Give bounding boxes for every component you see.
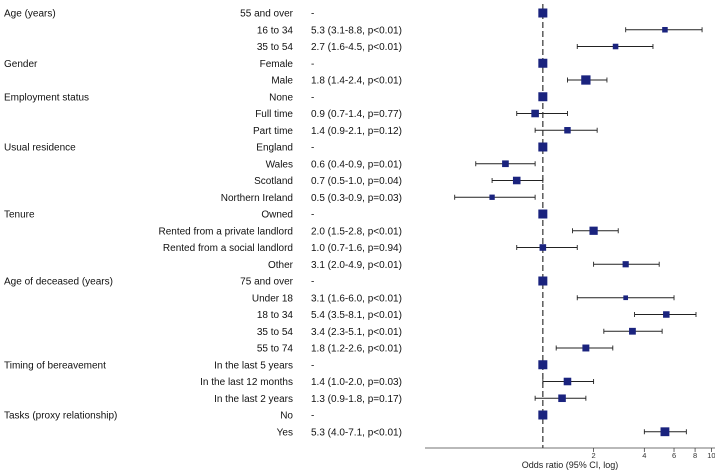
level-label: Other	[268, 260, 294, 271]
estimate-label: 1.4 (1.0-2.0, p=0.03)	[311, 377, 402, 388]
or-marker	[612, 43, 619, 50]
x-tick-label: 8	[693, 451, 697, 460]
estimate-label: -	[311, 59, 314, 70]
reference-marker	[538, 8, 548, 18]
level-label: Rented from a social landlord	[163, 243, 293, 254]
variable-label: Tasks (proxy relationship)	[4, 411, 117, 422]
estimate-label: 0.7 (0.5-1.0, p=0.04)	[311, 176, 402, 187]
estimate-label: 5.3 (4.0-7.1, p<0.01)	[311, 427, 402, 438]
or-marker	[582, 344, 590, 352]
reference-marker	[538, 209, 548, 219]
estimate-label: 3.1 (1.6-6.0, p<0.01)	[311, 293, 402, 304]
or-marker	[662, 26, 668, 33]
variable-label: Age (years)	[4, 9, 56, 20]
level-label: Scotland	[254, 176, 293, 187]
markers-layer	[489, 8, 670, 437]
reference-marker	[538, 58, 548, 68]
reference-marker	[538, 92, 548, 102]
or-marker	[623, 295, 629, 301]
or-marker	[581, 75, 591, 85]
estimate-label: 3.1 (2.0-4.9, p<0.01)	[311, 260, 402, 271]
estimate-label: 0.6 (0.4-0.9, p=0.01)	[311, 159, 402, 170]
reference-marker	[538, 142, 548, 152]
level-label: Wales	[266, 159, 293, 170]
variable-label: Age of deceased (years)	[4, 277, 113, 288]
level-label: Female	[260, 59, 294, 70]
level-label: 55 and over	[240, 9, 293, 20]
or-marker	[564, 127, 571, 134]
level-label: 35 to 54	[257, 327, 294, 338]
or-marker	[539, 244, 547, 251]
estimate-label: 2.0 (1.5-2.8, p<0.01)	[311, 226, 402, 237]
estimate-label: 0.5 (0.3-0.9, p=0.03)	[311, 193, 402, 204]
or-marker	[512, 176, 521, 185]
level-label: 55 to 74	[257, 344, 294, 355]
level-label: In the last 5 years	[214, 360, 293, 371]
estimate-label: -	[311, 210, 314, 221]
x-tick-label: 2	[592, 451, 596, 460]
level-label: Yes	[277, 427, 293, 438]
or-marker	[660, 427, 670, 437]
reference-marker	[538, 410, 548, 420]
estimate-label: -	[311, 92, 314, 103]
or-marker	[622, 261, 629, 268]
estimate-label: 1.8 (1.2-2.6, p<0.01)	[311, 344, 402, 355]
level-label: 18 to 34	[257, 310, 294, 321]
estimate-label: -	[311, 143, 314, 154]
estimate-label: 1.8 (1.4-2.4, p<0.01)	[311, 76, 402, 87]
estimate-label: -	[311, 360, 314, 371]
estimate-label: -	[311, 411, 314, 422]
x-tick-label: 4	[642, 451, 646, 460]
level-label: Full time	[255, 109, 293, 120]
level-label: Owned	[261, 210, 293, 221]
variable-label: Timing of bereavement	[4, 360, 106, 371]
level-label: 35 to 54	[257, 42, 294, 53]
reference-marker	[538, 360, 548, 370]
or-marker	[663, 311, 670, 318]
estimate-label: -	[311, 277, 314, 288]
or-marker	[502, 160, 509, 168]
or-marker	[563, 377, 572, 386]
level-label: Part time	[253, 126, 293, 137]
ci-lines-layer	[454, 4, 703, 448]
labels-layer: Age (years) 55 and over - 16 to 34 5.3 (3.1-…	[4, 9, 402, 439]
level-label: In the last 12 months	[200, 377, 293, 388]
estimate-label: 1.0 (0.7-1.6, p=0.94)	[311, 243, 402, 254]
level-label: No	[280, 411, 293, 422]
x-tick-label: 10	[707, 451, 715, 460]
estimate-label: 0.9 (0.7-1.4, p=0.77)	[311, 109, 402, 120]
variable-label: Tenure	[4, 210, 35, 221]
level-label: In the last 2 years	[214, 394, 293, 405]
variable-label: Usual residence	[4, 143, 76, 154]
estimate-label: 5.4 (3.5-8.1, p<0.01)	[311, 310, 402, 321]
variable-label: Employment status	[4, 92, 89, 103]
estimate-label: 1.3 (0.9-1.8, p=0.17)	[311, 394, 402, 405]
level-label: None	[269, 92, 293, 103]
or-marker	[629, 327, 636, 335]
estimate-label: 2.7 (1.6-4.5, p<0.01)	[311, 42, 402, 53]
estimate-label: 5.3 (3.1-8.8, p<0.01)	[311, 25, 402, 36]
variable-label: Gender	[4, 59, 38, 70]
or-marker	[589, 226, 598, 235]
level-label: Northern Ireland	[221, 193, 293, 204]
x-axis: 2 4 6 8 10 Odds ratio (95% CI, log)	[425, 447, 715, 470]
level-label: 16 to 34	[257, 25, 294, 36]
level-label: 75 and over	[240, 277, 293, 288]
or-marker	[531, 109, 539, 118]
level-label: Rented from a private landlord	[158, 226, 293, 237]
estimate-label: -	[311, 9, 314, 20]
or-marker	[489, 194, 495, 200]
level-label: Under 18	[252, 293, 294, 304]
level-label: England	[256, 143, 293, 154]
estimate-label: 1.4 (0.9-2.1, p=0.12)	[311, 126, 402, 137]
x-tick-label: 6	[672, 451, 676, 460]
estimate-label: 3.4 (2.3-5.1, p<0.01)	[311, 327, 402, 338]
x-axis-title: Odds ratio (95% CI, log)	[522, 460, 619, 470]
reference-marker	[538, 276, 548, 286]
or-marker	[558, 394, 566, 403]
level-label: Male	[271, 76, 293, 87]
